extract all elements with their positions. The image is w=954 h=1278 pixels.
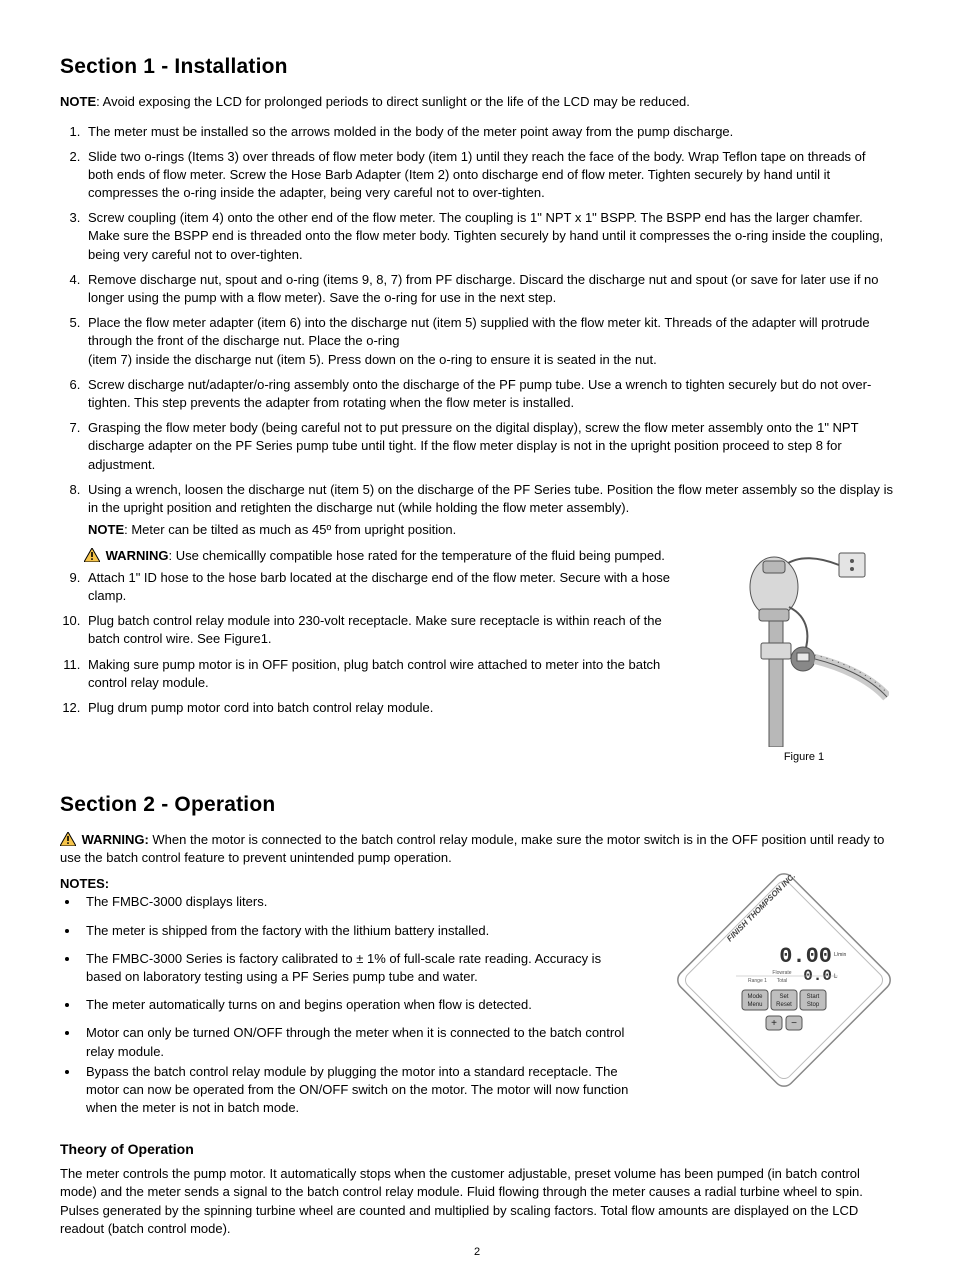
step-7: Grasping the flow meter body (being care… (84, 419, 894, 474)
svg-text:−: − (791, 1018, 797, 1029)
warning-text: : Use chemicallly compatible hose rated … (168, 548, 664, 563)
note-label: NOTE (60, 94, 96, 109)
step-2: Slide two o-rings (Items 3) over threads… (84, 148, 894, 203)
svg-text:Start: Start (807, 994, 820, 1000)
step-10: Plug batch control relay module into 230… (84, 612, 704, 648)
step-8-note: NOTE: Meter can be tilted as much as 45º… (88, 521, 894, 539)
page-number: 2 (0, 1246, 954, 1258)
theory-heading: Theory of Operation (60, 1141, 894, 1157)
figure-1: Figure 1 (714, 547, 894, 763)
step-1: The meter must be installed so the arrow… (84, 123, 894, 141)
note-text: : Avoid exposing the LCD for prolonged p… (96, 94, 690, 109)
note-2: The meter is shipped from the factory wi… (80, 922, 720, 940)
step-8-note-label: NOTE (88, 522, 124, 537)
note-3: The FMBC-3000 Series is factory calibrat… (80, 950, 720, 986)
meter-button-plus: + (766, 1016, 782, 1030)
theory-paragraph: The meter controls the pump motor. It au… (60, 1165, 894, 1238)
warning-text: When the motor is connected to the batch… (60, 832, 884, 865)
figure-1-svg (719, 547, 889, 747)
svg-text:Reset: Reset (776, 1002, 792, 1008)
step-8-note-text: : Meter can be tilted as much as 45º fro… (124, 522, 456, 537)
meter-button-set: Set Reset (771, 990, 797, 1010)
lcd-label-total: Total (777, 978, 788, 984)
meter-button-start: Start Stop (800, 990, 826, 1010)
meter-button-minus: − (786, 1016, 802, 1030)
document-page: Section 1 - Installation NOTE: Avoid exp… (0, 0, 954, 1278)
section-2-title: Section 2 - Operation (60, 793, 894, 817)
figure-2-meter-display: FINISH THOMPSON INC. 0.00 L/min 0.0 L Fl… (654, 870, 914, 1090)
section-2-warning: WARNING: When the motor is connected to … (60, 831, 894, 866)
notes-list: The FMBC-3000 displays liters. The meter… (60, 893, 720, 1060)
step-4: Remove discharge nut, spout and o-ring (… (84, 271, 894, 307)
warning-icon (84, 548, 100, 562)
step-3: Screw coupling (item 4) onto the other e… (84, 209, 894, 264)
lcd-main-value: 0.00 (779, 944, 832, 969)
step-9: Attach 1" ID hose to the hose barb locat… (84, 569, 704, 605)
step-5: Place the flow meter adapter (item 6) in… (84, 314, 894, 369)
lcd-label-range: Range 1 (748, 978, 767, 984)
section-1-title: Section 1 - Installation (60, 55, 894, 79)
step-12: Plug drum pump motor cord into batch con… (84, 699, 704, 717)
svg-text:Menu: Menu (747, 1002, 762, 1008)
svg-text:Set: Set (779, 994, 788, 1000)
figure-1-caption: Figure 1 (714, 751, 894, 763)
lcd-label-flowrate: Flowrate (772, 970, 791, 976)
note-5: Motor can only be turned ON/OFF through … (80, 1024, 720, 1060)
step-5-line-b: (item 7) inside the discharge nut (item … (88, 352, 657, 367)
warning-label: WARNING (106, 548, 169, 563)
section-1-note: NOTE: Avoid exposing the LCD for prolong… (60, 93, 894, 111)
note-1: The FMBC-3000 displays liters. (80, 893, 720, 911)
warning-label: WARNING: (82, 832, 149, 847)
meter-display-svg: FINISH THOMPSON INC. 0.00 L/min 0.0 L Fl… (659, 870, 909, 1090)
meter-button-mode: Mode Menu (742, 990, 768, 1010)
step-6: Screw discharge nut/adapter/o-ring assem… (84, 376, 894, 412)
step-5-line-a: Place the flow meter adapter (item 6) in… (88, 315, 870, 348)
installation-steps-1-8: The meter must be installed so the arrow… (60, 123, 894, 540)
note-4: The meter automatically turns on and beg… (80, 996, 720, 1014)
step-8: Using a wrench, loosen the discharge nut… (84, 481, 894, 540)
step-11: Making sure pump motor is in OFF positio… (84, 656, 704, 692)
lcd-main-unit: L/min (834, 952, 846, 958)
warning-icon (60, 832, 76, 846)
installation-steps-9-12: Attach 1" ID hose to the hose barb locat… (60, 569, 704, 717)
svg-text:Mode: Mode (747, 994, 763, 1000)
svg-text:Stop: Stop (807, 1002, 820, 1008)
step-8-text: Using a wrench, loosen the discharge nut… (88, 482, 893, 515)
svg-text:+: + (771, 1018, 777, 1029)
